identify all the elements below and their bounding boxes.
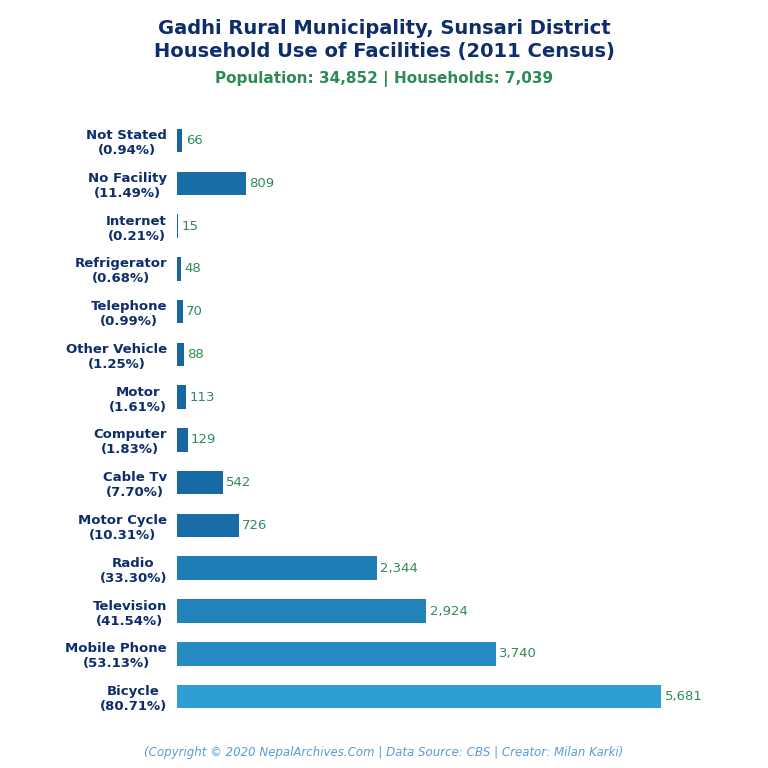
Bar (177, 471, 223, 495)
Bar (177, 429, 187, 452)
Bar (177, 642, 496, 666)
Text: 70: 70 (186, 305, 203, 318)
Bar (177, 171, 246, 195)
Text: Household Use of Facilities (2011 Census): Household Use of Facilities (2011 Census… (154, 42, 614, 61)
Bar (177, 386, 187, 409)
Text: 15: 15 (181, 220, 198, 233)
Text: 542: 542 (227, 476, 252, 489)
Text: 113: 113 (190, 391, 215, 404)
Bar (177, 514, 239, 538)
Text: 48: 48 (184, 263, 201, 276)
Bar (177, 214, 178, 238)
Text: 5,681: 5,681 (665, 690, 703, 703)
Text: 2,924: 2,924 (429, 604, 468, 617)
Bar (177, 300, 183, 323)
Bar (177, 129, 182, 152)
Bar (177, 343, 184, 366)
Text: 2,344: 2,344 (380, 561, 418, 574)
Text: 3,740: 3,740 (499, 647, 537, 660)
Bar (177, 557, 376, 580)
Bar (177, 685, 661, 708)
Text: 129: 129 (191, 433, 217, 446)
Text: 726: 726 (242, 519, 267, 532)
Text: 88: 88 (187, 348, 204, 361)
Bar (177, 257, 180, 280)
Text: Gadhi Rural Municipality, Sunsari District: Gadhi Rural Municipality, Sunsari Distri… (157, 19, 611, 38)
Text: Population: 34,852 | Households: 7,039: Population: 34,852 | Households: 7,039 (215, 71, 553, 87)
Bar (177, 599, 426, 623)
Text: (Copyright © 2020 NepalArchives.Com | Data Source: CBS | Creator: Milan Karki): (Copyright © 2020 NepalArchives.Com | Da… (144, 746, 624, 759)
Text: 66: 66 (186, 134, 203, 147)
Text: 809: 809 (249, 177, 274, 190)
